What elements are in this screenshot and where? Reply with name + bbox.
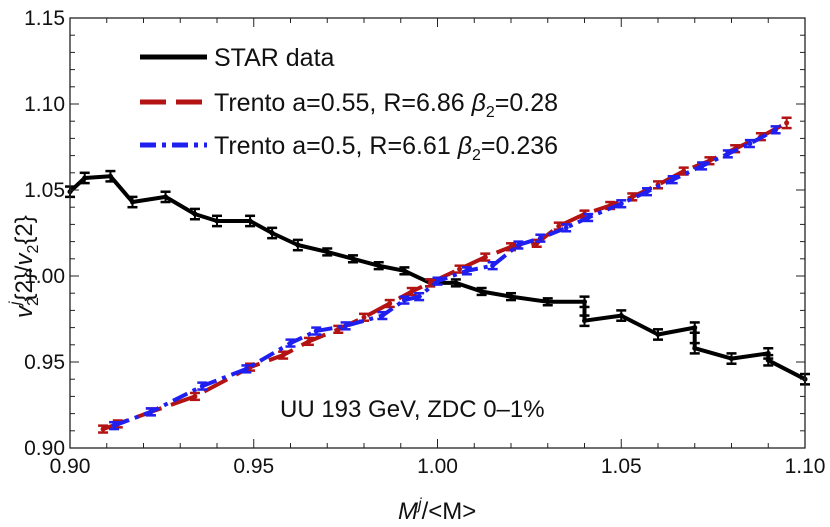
data-point: [490, 263, 496, 269]
legend-label-star: STAR data: [214, 44, 335, 72]
data-point: [361, 314, 367, 320]
data-point: [773, 127, 779, 133]
data-point: [295, 242, 301, 248]
y-axis-label: v2j{2}/v2{2}: [7, 215, 42, 318]
data-point: [457, 266, 463, 272]
data-point: [464, 268, 470, 274]
data-point: [416, 294, 422, 300]
y-tick-label: 0.90: [24, 437, 65, 460]
data-point: [784, 120, 790, 126]
data-point: [545, 299, 551, 305]
data-point: [582, 299, 587, 305]
data-point: [537, 235, 543, 241]
legend-label-trento-05: Trento a=0.5, R=6.61 β2=0.236: [214, 132, 558, 164]
data-point: [482, 254, 488, 260]
data-point: [585, 215, 591, 221]
x-tick-label: 1.10: [785, 455, 826, 478]
data-point: [629, 194, 635, 200]
data-point: [387, 301, 393, 307]
data-point: [618, 201, 624, 207]
data-point: [618, 313, 624, 319]
data-point: [306, 338, 312, 344]
data-point: [243, 366, 249, 372]
y-tick-label: 1.00: [24, 265, 65, 288]
legend-label-trento-055: Trento a=0.55, R=6.86 β2=0.28: [214, 89, 558, 121]
data-point: [765, 357, 771, 363]
ticks-layer: 0.90 0.95 1.00 1.05 1.10 0.90 0.95 1.00 1.05 1.10…: [24, 7, 825, 478]
y-tick-label: 0.95: [24, 351, 65, 374]
plot-frame: [69, 17, 806, 449]
data-point: [163, 194, 169, 200]
data-point: [725, 151, 731, 157]
data-point: [280, 352, 286, 358]
y-tick-label: 1.15: [24, 7, 65, 30]
data-point: [435, 278, 440, 284]
data-point: [563, 225, 569, 231]
data-point: [376, 263, 382, 269]
x-tick-label: 0.95: [233, 455, 274, 478]
legend: STAR data Trento a=0.55, R=6.86 β2=0.28 …: [140, 44, 558, 164]
data-point: [508, 294, 514, 300]
data-point: [655, 331, 661, 337]
data-point: [111, 423, 117, 429]
y-tick-label: 1.10: [24, 93, 65, 116]
data-point: [82, 175, 88, 181]
data-point: [269, 230, 275, 236]
data-point: [343, 323, 349, 329]
data-point: [148, 409, 154, 415]
data-point: [401, 297, 407, 303]
data-point: [699, 163, 705, 169]
data-point: [107, 173, 113, 179]
data-point: [247, 218, 253, 224]
data-point: [214, 218, 220, 224]
data-point: [313, 328, 319, 334]
data-point: [692, 345, 698, 351]
x-tick-label: 1.05: [601, 455, 642, 478]
data-point: [288, 340, 293, 346]
data-point: [199, 383, 205, 389]
x-axis-label: Mj/<M>: [398, 496, 476, 525]
data-point: [129, 199, 135, 205]
data-point: [427, 280, 433, 286]
x-tick-label: 1.00: [417, 455, 458, 478]
data-point: [692, 325, 698, 331]
y-tick-label: 1.05: [24, 179, 65, 202]
data-point: [644, 189, 650, 195]
data-point: [515, 242, 521, 248]
data-point: [192, 393, 198, 399]
annotation: UU 193 GeV, ZDC 0–1%: [280, 396, 545, 423]
data-point: [747, 141, 753, 147]
series-trento-a05: [109, 125, 781, 431]
data-point: [192, 211, 198, 217]
data-point: [350, 256, 356, 262]
data-point: [324, 249, 330, 255]
data-point: [379, 313, 385, 319]
data-point: [729, 356, 734, 362]
data-point: [582, 318, 587, 324]
data-point: [556, 223, 562, 229]
data-point: [670, 177, 676, 183]
series-layer: [65, 116, 810, 434]
data-point: [409, 288, 415, 294]
data-point: [479, 288, 485, 294]
data-point: [401, 268, 407, 274]
data-point: [453, 280, 459, 286]
data-point: [100, 426, 106, 432]
x-tick-label: 0.90: [50, 455, 91, 478]
